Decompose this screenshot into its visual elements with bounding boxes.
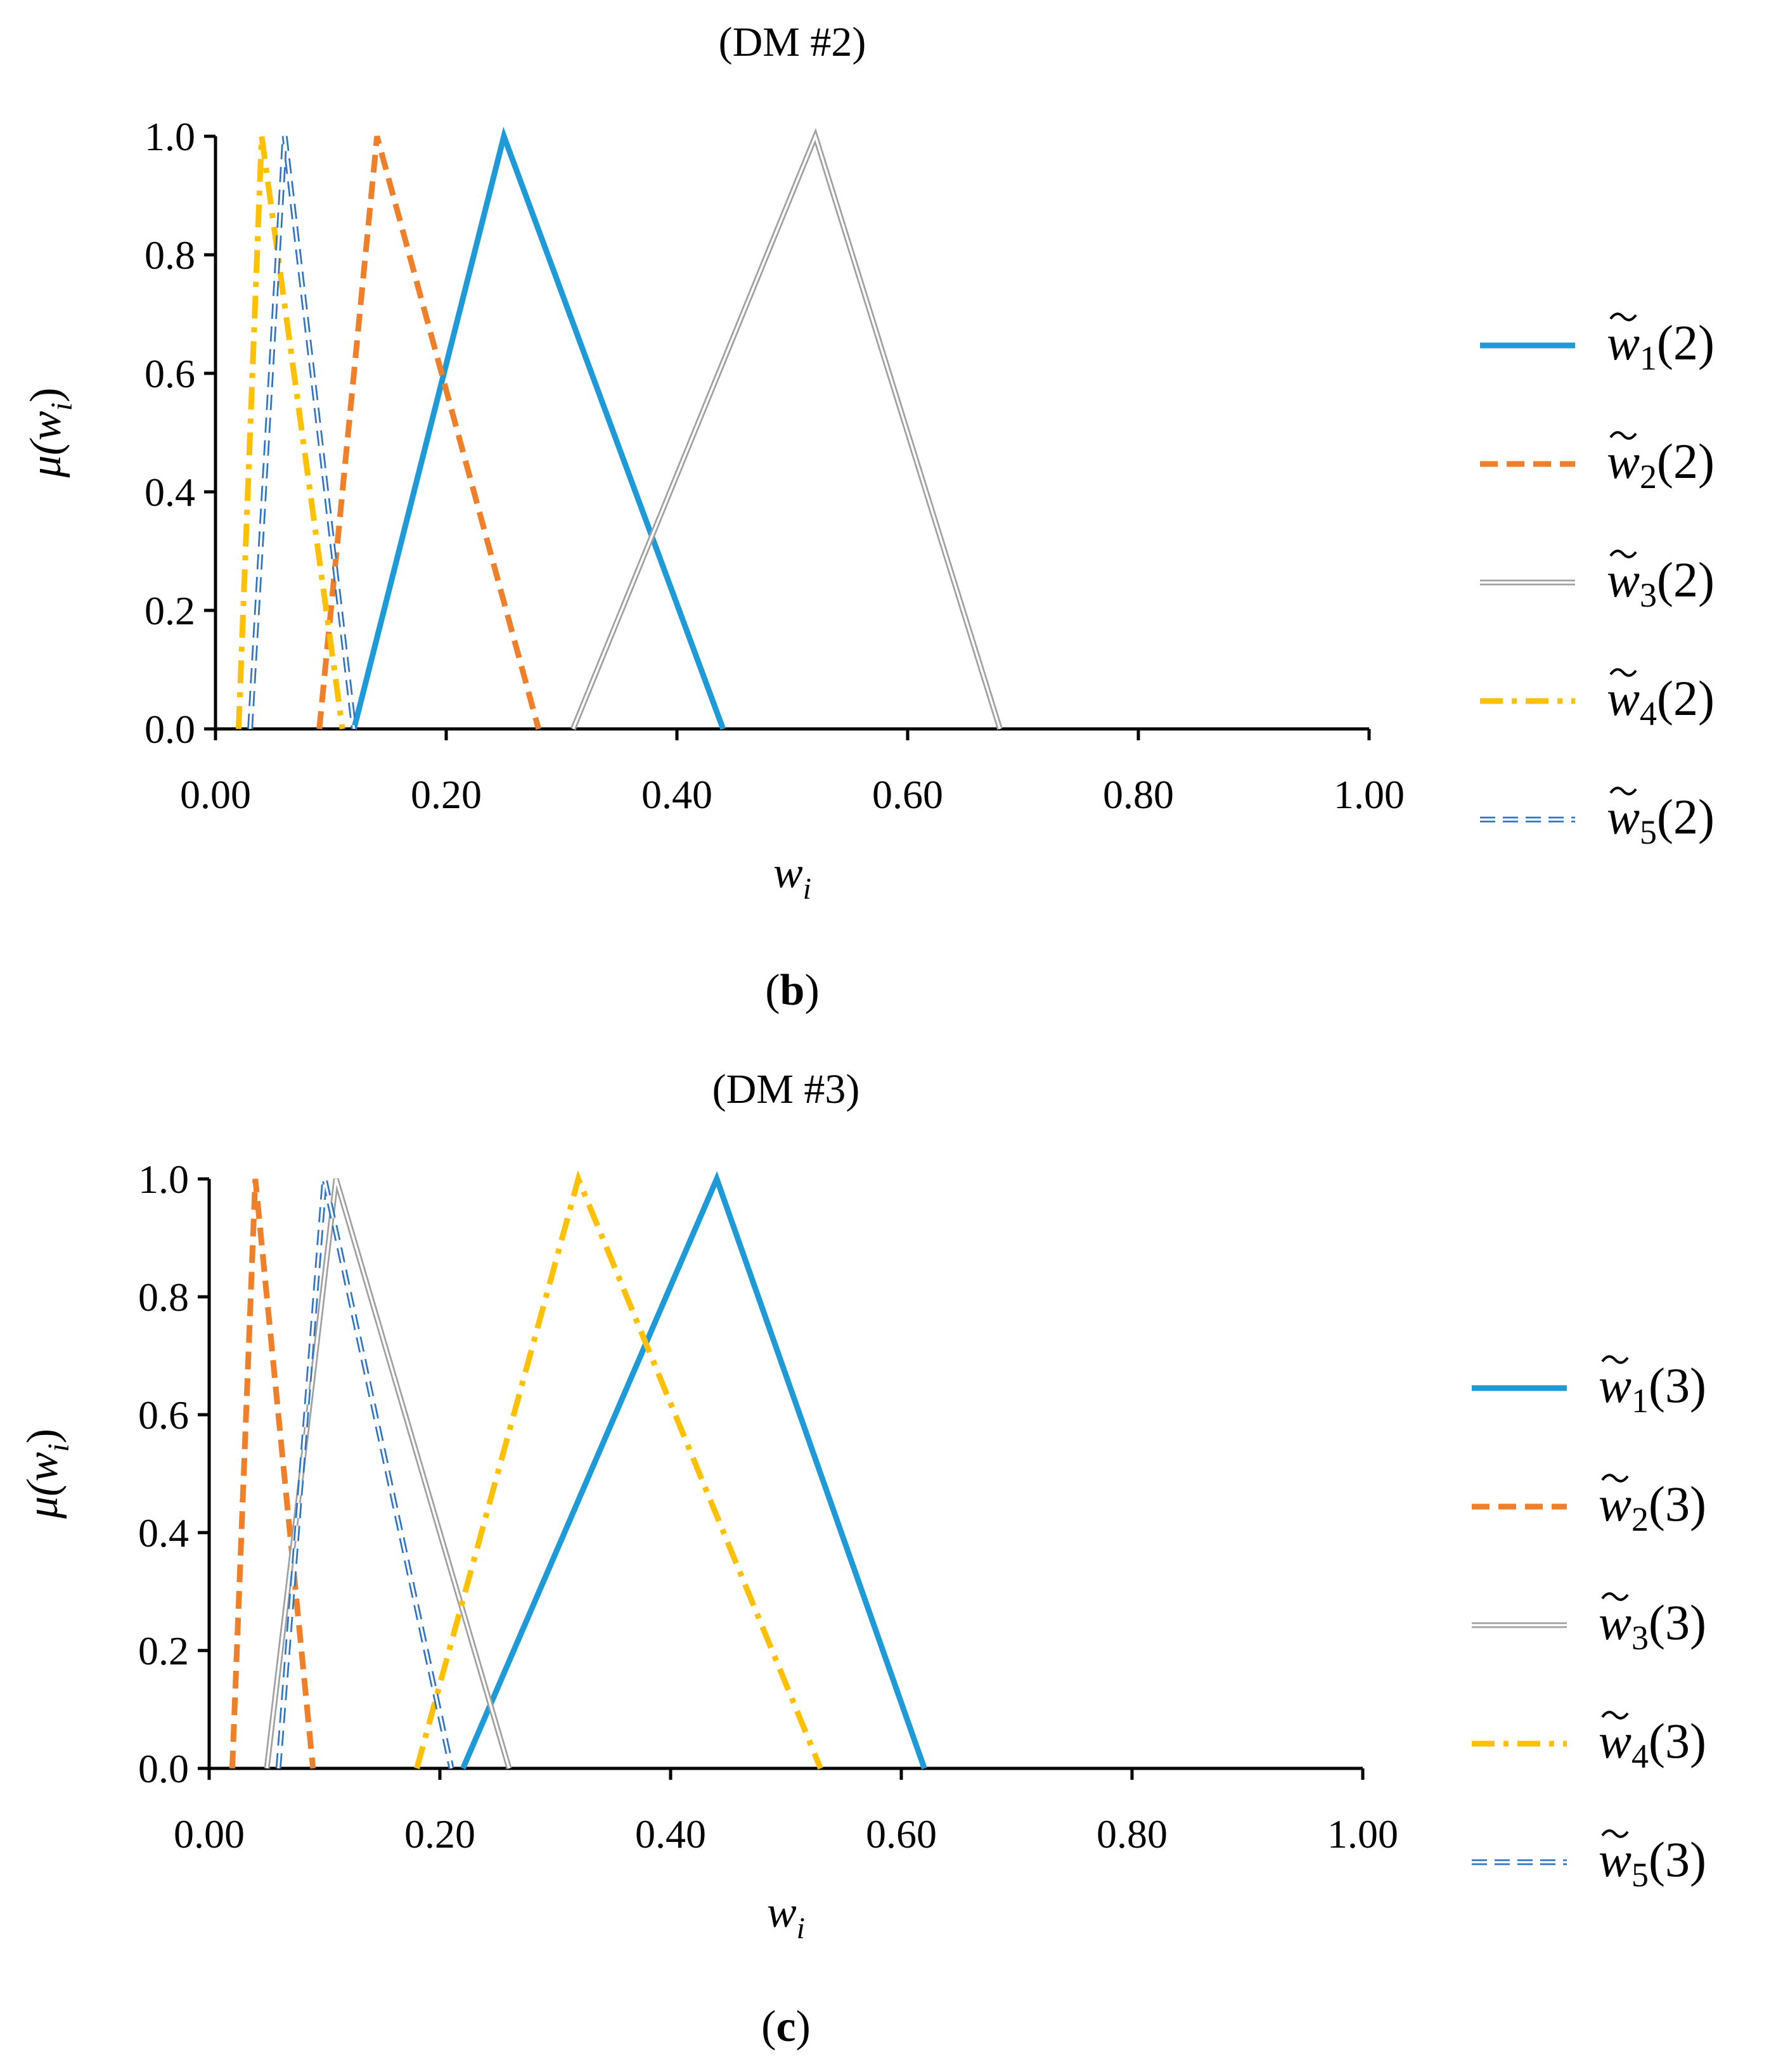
tilde-accent: [1609, 787, 1637, 795]
series-4-line: [414, 1170, 823, 1770]
x-tick-label: 0.40: [641, 772, 712, 817]
tilde-accent: [1601, 1355, 1629, 1364]
series-5-line: [275, 1178, 454, 1769]
legend-label: w3(3): [1599, 1595, 1706, 1657]
chart-panel-b: (DM #2) 0.0 0.2 0.4 0.6 0.8 1.0 0.00 0.20 0.40 0.6…: [22, 19, 1715, 1015]
legend-label: w5(2): [1607, 789, 1715, 851]
legend-item-2: w2(3): [1472, 1474, 1706, 1538]
x-tick-label: 0.80: [1103, 772, 1174, 817]
tilde-accent: [1601, 1474, 1629, 1483]
x-tick-label: 0.20: [411, 772, 482, 817]
tilde-accent: [1609, 668, 1637, 677]
series-2-line: [316, 135, 541, 730]
x-tick-label: 0.00: [174, 1811, 245, 1856]
chart-panel-c: (DM #3) 0.0 0.2 0.4 0.6 0.8 1.0 0.00 0.20 0.40 0.6…: [18, 1066, 1706, 2051]
tilde-accent: [1609, 431, 1637, 440]
tilde-accent: [1609, 312, 1637, 321]
membership-triangle: [414, 1170, 823, 1770]
legend-item-1: w1(3): [1472, 1355, 1706, 1420]
x-tick-label: 0.40: [635, 1811, 706, 1856]
membership-triangle: [235, 136, 345, 730]
y-tick-label: 1.0: [138, 1157, 189, 1202]
x-axis-label: wi: [773, 849, 811, 906]
y-tick-label: 0.8: [145, 233, 195, 278]
legend: w1(3) w2(3) w3(3) w4(3) w5(3): [1472, 1355, 1706, 1894]
y-tick-label: 0.4: [138, 1510, 189, 1555]
y-tick-label: 0.2: [145, 588, 195, 633]
membership-triangle: [570, 127, 1003, 730]
x-tick-label: 0.20: [404, 1811, 475, 1856]
series-1-line: [351, 126, 726, 730]
legend-label: w3(2): [1607, 552, 1715, 614]
panel-caption: (b): [765, 966, 820, 1015]
legend-label: w5(3): [1599, 1832, 1706, 1894]
y-tick-label: 0.0: [138, 1746, 189, 1791]
chart-title: (DM #3): [712, 1066, 860, 1112]
legend-label: w4(3): [1599, 1713, 1706, 1775]
legend-item-3: w3(3): [1472, 1592, 1706, 1657]
x-tick-label: 0.60: [866, 1811, 937, 1856]
membership-triangle: [572, 132, 1001, 730]
x-tick-label: 1.00: [1327, 1811, 1398, 1856]
series-5-line: [247, 136, 357, 730]
legend-label: w2(3): [1599, 1476, 1706, 1538]
y-tick-label: 1.0: [145, 114, 195, 159]
legend-label: w4(2): [1607, 671, 1715, 733]
y-tick-label: 0.0: [145, 707, 195, 752]
y-tick-label: 0.8: [138, 1275, 189, 1320]
legend-item-3: w3(2): [1480, 550, 1715, 614]
x-tick-label: 1.00: [1334, 772, 1405, 817]
x-tick-label: 0.80: [1097, 1811, 1168, 1856]
y-tick-label: 0.4: [145, 470, 195, 515]
series-3-line: [264, 1178, 512, 1770]
legend-label: w2(2): [1607, 434, 1715, 496]
legend: w1(2) w2(2) w3(2) w4(2) w5(2): [1480, 312, 1715, 851]
legend-item-2: w2(2): [1480, 431, 1715, 496]
y-tick-label: 0.6: [138, 1393, 189, 1438]
series-3-line: [570, 127, 1003, 730]
membership-triangle: [316, 135, 541, 730]
tilde-accent: [1601, 1711, 1629, 1720]
chart-title: (DM #2): [719, 19, 866, 65]
tilde-accent: [1601, 1592, 1629, 1601]
membership-triangle: [351, 126, 726, 730]
y-tick-label: 0.6: [145, 351, 195, 396]
series-4-line: [235, 136, 345, 730]
membership-triangle: [248, 136, 356, 730]
legend-label: w1(3): [1599, 1358, 1706, 1420]
legend-item-4: w4(3): [1472, 1711, 1706, 1775]
tilde-accent: [1609, 550, 1637, 558]
membership-triangle: [266, 1178, 510, 1769]
x-tick-label: 0.00: [180, 772, 251, 817]
membership-triangle: [229, 1178, 316, 1769]
y-axis-label: μ(wi): [18, 1429, 75, 1519]
x-tick-label: 0.60: [872, 772, 943, 817]
legend-item-5: w5(3): [1472, 1829, 1706, 1894]
y-axis-label: μ(wi): [22, 388, 79, 479]
tilde-accent: [1601, 1829, 1629, 1838]
legend-item-4: w4(2): [1480, 668, 1715, 733]
y-tick-label: 0.2: [138, 1628, 189, 1673]
legend-item-5: w5(2): [1480, 787, 1715, 851]
legend-item-1: w1(2): [1480, 312, 1715, 377]
x-axis-label: wi: [767, 1888, 805, 1945]
panel-caption: (c): [761, 2002, 811, 2051]
series-1-line: [460, 1171, 927, 1770]
membership-triangle: [460, 1171, 927, 1770]
membership-triangle: [247, 136, 357, 730]
series-2-line: [229, 1178, 316, 1769]
membership-triangle: [277, 1178, 453, 1769]
legend-label: w1(2): [1607, 315, 1715, 377]
